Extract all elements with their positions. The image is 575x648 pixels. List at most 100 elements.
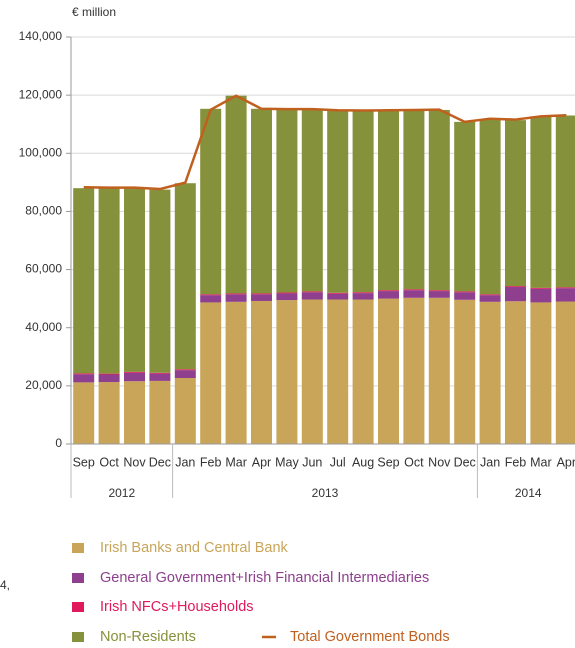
bar-segment: [428, 291, 450, 298]
bar-segment: [149, 189, 171, 373]
bar-segment: [555, 288, 575, 302]
bar-segment: [454, 292, 476, 300]
bar-segment: [428, 297, 450, 444]
bar-segment: [98, 374, 120, 383]
bar-segment: [428, 290, 450, 292]
bar-segment: [124, 371, 145, 373]
bar-segment: [149, 380, 171, 444]
bar-segment: [378, 291, 399, 299]
bar-segment: [352, 299, 374, 444]
bar-segment: [98, 188, 120, 374]
bar-segment: [403, 290, 425, 298]
bar-segment: [555, 301, 575, 444]
bar-segment: [124, 188, 145, 372]
bar-segment: [454, 121, 476, 292]
bar-segment: [352, 293, 374, 300]
x-tick-label: May: [275, 455, 299, 469]
x-tick-label: Jan: [480, 455, 500, 469]
bar-segment: [530, 302, 552, 444]
bar-segment: [73, 188, 95, 374]
legend-label: General Government+Irish Financial Inter…: [100, 570, 429, 586]
x-tick-label: Sep: [73, 455, 95, 469]
bar-segment: [479, 119, 501, 295]
legend-label: Irish NFCs+Households: [100, 599, 254, 615]
x-tick-label: Nov: [123, 455, 146, 469]
bar-segment: [276, 293, 298, 301]
bar-segment: [174, 370, 196, 379]
bar-segment: [225, 294, 247, 302]
y-tick-label: 40,000: [25, 320, 62, 334]
bar-segment: [403, 110, 425, 290]
bar-segment: [301, 291, 323, 293]
bar-segment: [479, 301, 501, 444]
bar-segment: [378, 298, 399, 444]
bar-segment: [327, 110, 349, 293]
y-tick-label: 120,000: [19, 87, 63, 101]
side-text: 4,: [0, 578, 10, 592]
x-tick-label: Apr: [557, 455, 575, 469]
bar-segment: [352, 292, 374, 294]
bar-segment: [530, 116, 552, 288]
bar-segment: [200, 295, 222, 303]
bar-segment: [124, 381, 145, 444]
x-tick-label: Aug: [352, 455, 374, 469]
bar-segment: [505, 301, 526, 444]
y-tick-label: 140,000: [19, 29, 63, 43]
bar-segment: [174, 378, 196, 444]
bar-segment: [530, 288, 552, 303]
bar-segment: [174, 183, 196, 370]
bar-segment: [225, 95, 247, 294]
bar-segment: [200, 302, 222, 444]
bar-segment: [174, 369, 196, 371]
bar-segment: [352, 110, 374, 293]
bar-segment: [454, 291, 476, 293]
x-tick-label: Oct: [404, 455, 424, 469]
year-label: 2014: [515, 486, 542, 500]
legend: Irish Banks and Central Bank General Gove…: [72, 540, 450, 645]
bar-segment: [479, 294, 501, 296]
bar-segment: [301, 292, 323, 300]
x-tick-label: Jul: [330, 455, 346, 469]
bar-segment: [225, 293, 247, 295]
bar-segment: [149, 373, 171, 381]
y-tick-label: 80,000: [25, 204, 62, 218]
bar-segment: [479, 295, 501, 302]
legend-swatch: [72, 573, 84, 583]
bar-segment: [378, 290, 399, 292]
x-tick-label: Dec: [149, 455, 171, 469]
bar-segment: [73, 374, 95, 383]
x-tick-label: Mar: [225, 455, 247, 469]
bar-segment: [276, 300, 298, 444]
legend-swatch: [72, 543, 84, 553]
y-axis-label: € million: [72, 5, 116, 19]
x-tick-label: Jun: [302, 455, 322, 469]
bar-segment: [98, 382, 120, 444]
legend-swatch: [72, 602, 84, 612]
bar-segment: [454, 299, 476, 444]
x-tick-label: Feb: [505, 455, 527, 469]
x-tick-label: Jan: [175, 455, 195, 469]
bar-segment: [505, 120, 526, 287]
bar-segment: [555, 115, 575, 288]
bar-segment: [73, 373, 95, 375]
bar-segment: [98, 373, 120, 375]
bar-segment: [403, 289, 425, 291]
bar-segment: [327, 292, 349, 294]
year-label: 2012: [108, 486, 135, 500]
bar-segment: [73, 382, 95, 444]
bar-segment: [301, 299, 323, 444]
legend-label: Total Government Bonds: [290, 629, 450, 645]
x-tick-label: Sep: [377, 455, 399, 469]
bar-segment: [403, 297, 425, 444]
y-tick-label: 20,000: [25, 378, 62, 392]
bar-segment: [378, 110, 399, 291]
bar-segment: [276, 292, 298, 294]
bar-segment: [200, 108, 222, 295]
bar-segment: [428, 109, 450, 291]
bar-segment: [251, 108, 272, 294]
y-tick-label: 60,000: [25, 262, 62, 276]
x-tick-label: Dec: [454, 455, 476, 469]
y-tick-label: 100,000: [19, 145, 63, 159]
bar-segment: [327, 293, 349, 300]
